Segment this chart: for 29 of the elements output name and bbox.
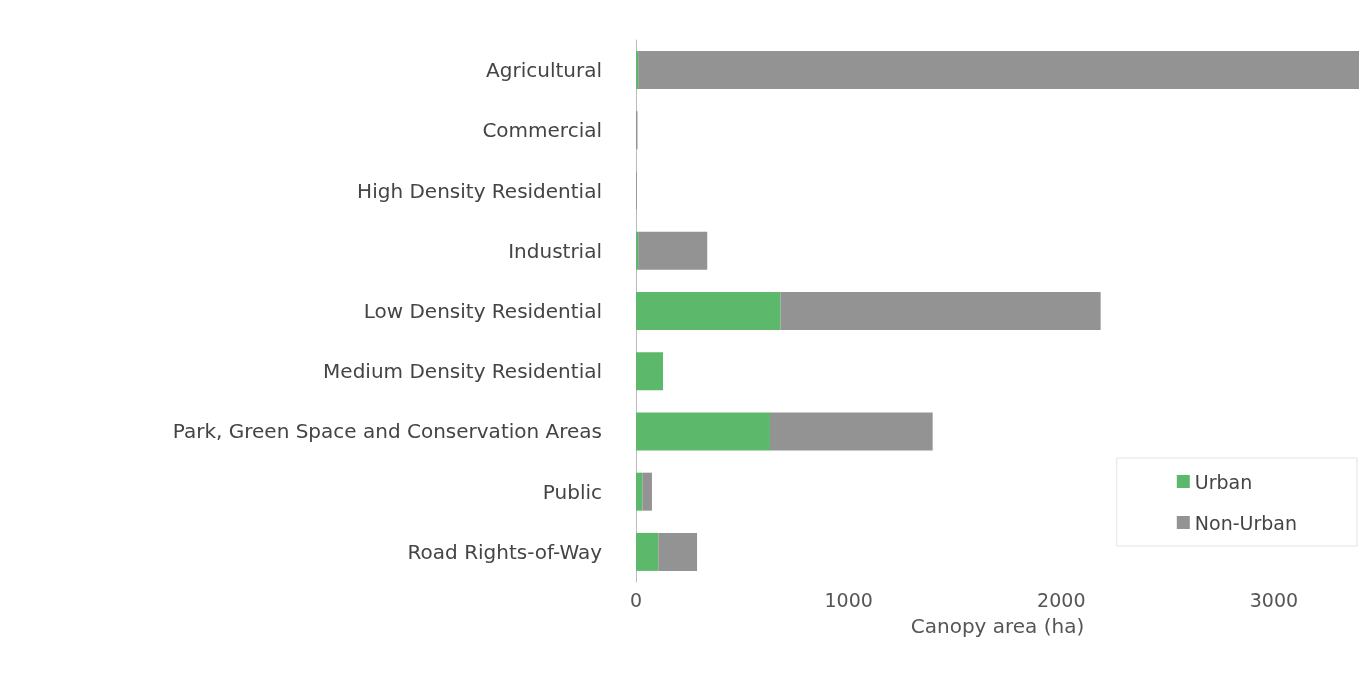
x-tick-label: 0 xyxy=(629,588,643,611)
x-axis-title: Canopy area (ha) xyxy=(910,614,1085,638)
y-tick-label: Low Density Residential xyxy=(363,299,602,323)
legend-label: Urban xyxy=(1194,470,1253,493)
y-tick-label: Road Rights-of-Way xyxy=(407,539,603,564)
bar xyxy=(636,472,643,511)
bar xyxy=(636,231,639,270)
y-tick-label: Medium Density Residential xyxy=(323,359,602,384)
x-tick-label: 2000 xyxy=(1037,588,1086,611)
y-tick-label: Public xyxy=(542,479,602,504)
y-tick-label: Park, Green Space and Conservation Areas xyxy=(172,419,602,444)
y-tick-label: Industrial xyxy=(508,238,602,263)
bar xyxy=(769,412,933,451)
bar xyxy=(636,532,659,571)
bar xyxy=(642,472,652,511)
legend-label: Non-Urban xyxy=(1194,511,1297,534)
bar xyxy=(636,292,781,330)
x-tick-label: 1000 xyxy=(824,588,873,611)
y-tick-label: Commercial xyxy=(482,118,602,143)
bar xyxy=(636,51,639,90)
bar xyxy=(780,292,1101,330)
bar xyxy=(638,51,1359,90)
bar xyxy=(638,231,708,270)
bar xyxy=(636,352,664,391)
bar xyxy=(658,532,698,571)
y-tick-label: Agricultural xyxy=(486,58,602,83)
bar xyxy=(636,412,770,451)
x-tick-label: 3000 xyxy=(1249,588,1299,611)
y-tick-label: High Density Residential xyxy=(357,178,602,203)
